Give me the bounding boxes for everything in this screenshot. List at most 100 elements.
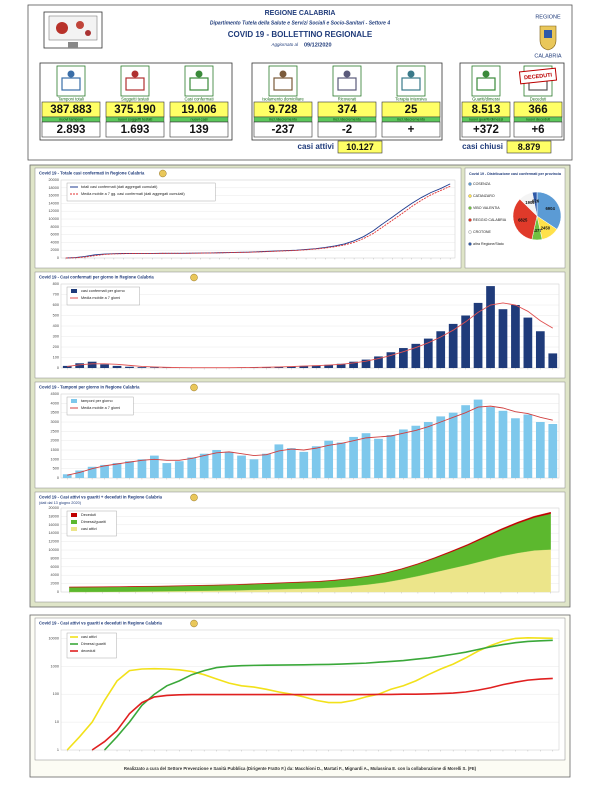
- bar: [299, 452, 308, 478]
- y-tick-label: 2500: [51, 429, 59, 433]
- bar: [362, 433, 371, 478]
- legend-swatch: [469, 195, 472, 198]
- bar: [411, 426, 420, 478]
- chart-title: Covid 19 - Casi confermati per giorno in…: [39, 275, 154, 280]
- legend-label: CROTONE: [473, 230, 492, 234]
- tile-sublabel: nuovi soggetti testati: [118, 118, 153, 122]
- y-tick-label: 400: [53, 324, 59, 328]
- y-tick-label: 3000: [51, 420, 59, 424]
- bar: [486, 286, 495, 368]
- crest-top: REGIONE: [535, 14, 561, 20]
- y-tick-label: 1500: [51, 448, 59, 452]
- chart: Covid 19 - Casi attivi vs guariti + dece…: [35, 492, 565, 602]
- y-tick-label: 100: [53, 692, 59, 696]
- bar: [511, 418, 520, 478]
- tile-icon: [68, 71, 75, 78]
- y-tick-label: 10000: [48, 636, 59, 640]
- tile-value: 387.883: [50, 104, 92, 116]
- y-tick-label: 8000: [51, 556, 59, 560]
- chart-logo: [191, 274, 198, 281]
- tile-delta: +: [408, 124, 415, 136]
- legend-label: Dimessi guariti: [81, 642, 106, 646]
- legend-swatch: [71, 289, 77, 293]
- bar: [387, 435, 396, 478]
- chart-logo: [191, 384, 198, 391]
- legend-swatch: [71, 399, 77, 403]
- chart: Covid 19 - Casi attivi vs guariti e dece…: [35, 618, 565, 760]
- tile-label: Guariti/dimessi: [472, 97, 500, 102]
- tile-delta: -2: [342, 124, 352, 136]
- chart: Covid 19 - Tamponi per giorno in Regione…: [35, 382, 565, 488]
- y-tick-label: 300: [53, 335, 59, 339]
- tile-sublabel: incr./decremento: [397, 118, 425, 122]
- region-crest: [540, 26, 556, 50]
- bar: [548, 353, 557, 368]
- y-tick-label: 500: [53, 314, 59, 318]
- y-tick-label: 1: [57, 748, 59, 752]
- y-tick-label: 100: [53, 356, 59, 360]
- tile-delta: 2.893: [57, 124, 86, 136]
- active-label: casi attivi: [298, 142, 334, 151]
- y-tick-label: 1000: [51, 664, 59, 668]
- y-tick-label: 10000: [48, 548, 59, 552]
- bar: [237, 456, 246, 478]
- tile-icon: [408, 71, 415, 78]
- chart: Covid 19 - Totale casi confermati in Reg…: [35, 168, 461, 268]
- legend-swatch: [469, 243, 472, 246]
- bar: [524, 415, 533, 478]
- y-tick-label: 6000: [51, 233, 59, 237]
- y-tick-label: 20000: [48, 178, 59, 182]
- legend-label: tamponi per giorno: [81, 399, 113, 403]
- bulletin-title: COVID 19 - BOLLETTINO REGIONALE: [228, 30, 373, 39]
- bar: [424, 422, 433, 478]
- footer-credit: Realizzato a cura del Settore Prevenzion…: [124, 766, 477, 771]
- y-tick-label: 12000: [48, 540, 59, 544]
- legend-label: casi confermati per giorno: [81, 289, 125, 293]
- bar: [100, 364, 109, 368]
- legend-label: deceduti: [81, 649, 96, 653]
- legend-label: totali casi confermati (dati aggregati c…: [81, 185, 158, 189]
- bar: [200, 454, 209, 478]
- legend-label: Deceduti: [81, 513, 96, 517]
- bar: [262, 454, 271, 478]
- pie-value-label: 6904: [545, 206, 555, 211]
- tile-icon: [196, 71, 203, 78]
- y-tick-label: 2000: [51, 582, 59, 586]
- chart-title: Covid 19 - Distribuzione casi confermati…: [469, 172, 562, 176]
- chart-logo: [159, 170, 166, 177]
- bar: [113, 463, 122, 478]
- bar: [88, 362, 97, 368]
- bar: [287, 448, 296, 478]
- bar: [474, 400, 483, 478]
- bar: [312, 446, 321, 478]
- tile-value: 366: [528, 104, 547, 116]
- chart-title: Covid 19 - Casi attivi vs guariti e dece…: [39, 621, 163, 626]
- tile-label: Tamponi totali: [58, 97, 84, 102]
- y-tick-label: 800: [53, 282, 59, 286]
- y-tick-label: 6000: [51, 565, 59, 569]
- bar: [138, 367, 147, 368]
- y-tick-label: 18000: [48, 514, 59, 518]
- legend-label: Dimessi/guariti: [81, 520, 106, 524]
- charts: Covid 19 - Totale casi confermati in Reg…: [35, 168, 565, 760]
- y-tick-label: 16000: [48, 194, 59, 198]
- tile-label: Deceduti: [530, 97, 547, 102]
- bar: [374, 439, 383, 478]
- chart-logo: [191, 620, 198, 627]
- bar: [499, 411, 508, 478]
- tile-delta: +6: [531, 124, 544, 136]
- bar: [511, 305, 520, 368]
- y-tick-label: 3500: [51, 411, 59, 415]
- tile-value: 9.728: [269, 104, 298, 116]
- bar: [125, 367, 134, 368]
- legend-label: Media mobile a 7 gg. casi confermati (da…: [81, 192, 185, 196]
- legend-label: Media mobile a 7 giorni: [81, 296, 120, 300]
- tile-label: Ricoverati: [338, 97, 357, 102]
- bar: [162, 463, 171, 478]
- tile-sublabel: incr./decremento: [269, 118, 297, 122]
- legend-label: REGGIO CALABRIA: [473, 218, 507, 222]
- tile-delta: 1.693: [121, 124, 150, 136]
- bar: [337, 443, 346, 478]
- legend-swatch: [469, 183, 472, 186]
